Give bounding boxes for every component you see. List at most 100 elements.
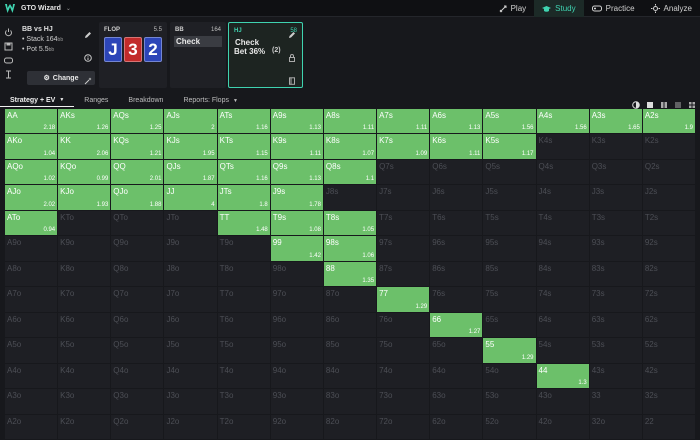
hand-cell[interactable]: A9o <box>5 236 58 261</box>
hand-cell[interactable]: 93o <box>270 389 323 414</box>
hand-cell[interactable]: K6o <box>58 312 111 338</box>
history-action-check[interactable]: Check <box>174 36 222 47</box>
hand-cell[interactable]: 94s <box>536 236 589 261</box>
hand-cell[interactable]: J6o <box>164 312 217 338</box>
hand-cell[interactable]: Q4s <box>536 159 589 185</box>
nav-analyze[interactable]: Analyze <box>643 0 700 17</box>
hand-cell[interactable]: T4s <box>536 210 589 236</box>
hand-cell[interactable]: A8o <box>5 261 58 287</box>
power-icon[interactable] <box>4 24 13 37</box>
split-view-icon[interactable] <box>660 96 668 108</box>
hand-cell[interactable]: 52s <box>642 338 695 363</box>
hand-cell[interactable]: K3s <box>589 134 642 159</box>
hand-cell[interactable]: AJs 2 <box>164 109 217 134</box>
hand-cell[interactable]: A4o <box>5 363 58 389</box>
hand-cell[interactable]: 88 1.35 <box>323 261 377 287</box>
wand-icon[interactable] <box>84 72 94 90</box>
hand-cell[interactable]: 86o <box>323 312 377 338</box>
hand-cell[interactable]: 98o <box>270 261 323 287</box>
hand-cell[interactable]: Q3s <box>589 159 642 185</box>
hand-cell[interactable]: AKs 1.26 <box>58 109 111 134</box>
hand-cell[interactable]: J5o <box>164 338 217 363</box>
hand-cell[interactable]: A4s 1.56 <box>536 109 589 134</box>
hand-cell[interactable]: A2s 1.9 <box>642 109 695 134</box>
hand-cell[interactable]: 63s <box>589 312 642 338</box>
change-button[interactable]: ⚙ Change <box>27 71 95 85</box>
hand-cell[interactable]: A2o <box>5 414 58 439</box>
lock-icon[interactable] <box>288 49 695 67</box>
hand-cell[interactable]: J5s <box>483 185 536 210</box>
hand-cell[interactable]: 72s <box>642 287 695 312</box>
grid-view-icon[interactable] <box>688 96 696 108</box>
hand-cell[interactable]: 22 <box>642 414 695 439</box>
hand-cell[interactable]: 73s <box>589 287 642 312</box>
hand-cell[interactable]: 53s <box>589 338 642 363</box>
hand-cell[interactable]: AKo 1.04 <box>5 134 58 159</box>
hand-cell[interactable]: A6o <box>5 312 58 338</box>
hand-cell[interactable]: J7s <box>377 185 430 210</box>
hand-cell[interactable]: 62s <box>642 312 695 338</box>
hand-cell[interactable]: QJs 1.87 <box>164 159 217 185</box>
hand-cell[interactable]: T2o <box>217 414 270 439</box>
edit-pencil-icon[interactable] <box>288 26 695 44</box>
hand-cell[interactable]: K8s 1.07 <box>323 134 377 159</box>
gamepad-icon[interactable] <box>3 52 13 64</box>
hand-cell[interactable]: 77 1.29 <box>377 287 430 312</box>
hand-cell[interactable]: T6o <box>217 312 270 338</box>
hand-cell[interactable]: 44 1.3 <box>536 363 589 389</box>
nav-study[interactable]: Study <box>534 0 584 17</box>
hand-cell[interactable]: K3o <box>58 389 111 414</box>
edit-pencil-icon[interactable] <box>84 26 94 44</box>
hand-cell[interactable]: 74o <box>377 363 430 389</box>
hand-cell[interactable]: J9o <box>164 236 217 261</box>
hand-cell[interactable]: J2s <box>642 185 695 210</box>
hand-cell[interactable]: T7s <box>377 210 430 236</box>
hand-cell[interactable]: ATs 1.16 <box>217 109 270 134</box>
hand-cell[interactable]: 55 1.29 <box>483 338 536 363</box>
hand-cell[interactable]: 52o <box>483 414 536 439</box>
hand-cell[interactable]: 92s <box>642 236 695 261</box>
hand-cell[interactable]: 99 1.42 <box>270 236 323 261</box>
hand-cell[interactable]: QTo <box>111 210 164 236</box>
hand-cell[interactable]: 65o <box>430 338 483 363</box>
hand-cell[interactable]: 42o <box>536 414 589 439</box>
hand-cell[interactable]: Q7o <box>111 287 164 312</box>
hand-cell[interactable]: 32s <box>642 389 695 414</box>
book-icon[interactable] <box>288 72 695 90</box>
hand-cell[interactable]: 66 1.27 <box>430 312 483 338</box>
hand-cell[interactable]: 63o <box>430 389 483 414</box>
hand-cell[interactable]: 98s 1.06 <box>323 236 377 261</box>
hand-cell[interactable]: T3s <box>589 210 642 236</box>
hand-cell[interactable]: QJo 1.88 <box>111 185 164 210</box>
tab-breakdown[interactable]: Breakdown <box>118 94 173 107</box>
hand-cell[interactable]: 94o <box>270 363 323 389</box>
hand-cell[interactable]: J9s 1.78 <box>270 185 323 210</box>
hand-cell[interactable]: 93s <box>589 236 642 261</box>
hand-cell[interactable]: J3s <box>589 185 642 210</box>
hand-cell[interactable]: T3o <box>217 389 270 414</box>
list-view-icon[interactable] <box>674 96 682 108</box>
history-action-bet[interactable]: Bet 36% <box>234 47 266 56</box>
hand-cell[interactable]: T8o <box>217 261 270 287</box>
hand-cell[interactable]: KK 2.06 <box>58 134 111 159</box>
hand-cell[interactable]: ATo 0.94 <box>5 210 58 236</box>
hand-cell[interactable]: TT 1.48 <box>217 210 270 236</box>
hand-cell[interactable]: Q8o <box>111 261 164 287</box>
hand-cell[interactable]: KJo 1.93 <box>58 185 111 210</box>
hand-cell[interactable]: Q9o <box>111 236 164 261</box>
tab-strategy-ev[interactable]: Strategy + EV ▼ <box>0 94 75 107</box>
single-view-icon[interactable] <box>646 96 654 108</box>
hand-cell[interactable]: 74s <box>536 287 589 312</box>
hand-cell[interactable]: 76o <box>377 312 430 338</box>
hand-cell[interactable]: T8s 1.05 <box>323 210 377 236</box>
hand-cell[interactable]: K4s <box>536 134 589 159</box>
hand-cell[interactable]: A7s 1.11 <box>377 109 430 134</box>
hand-cell[interactable]: JTo <box>164 210 217 236</box>
hand-cell[interactable]: A7o <box>5 287 58 312</box>
hand-cell[interactable]: K5s 1.17 <box>483 134 536 159</box>
hand-cell[interactable]: 85o <box>323 338 377 363</box>
hand-cell[interactable]: 84s <box>536 261 589 287</box>
nav-play[interactable]: Play <box>491 0 535 17</box>
hand-cell[interactable]: 95o <box>270 338 323 363</box>
hand-cell[interactable]: 82s <box>642 261 695 287</box>
